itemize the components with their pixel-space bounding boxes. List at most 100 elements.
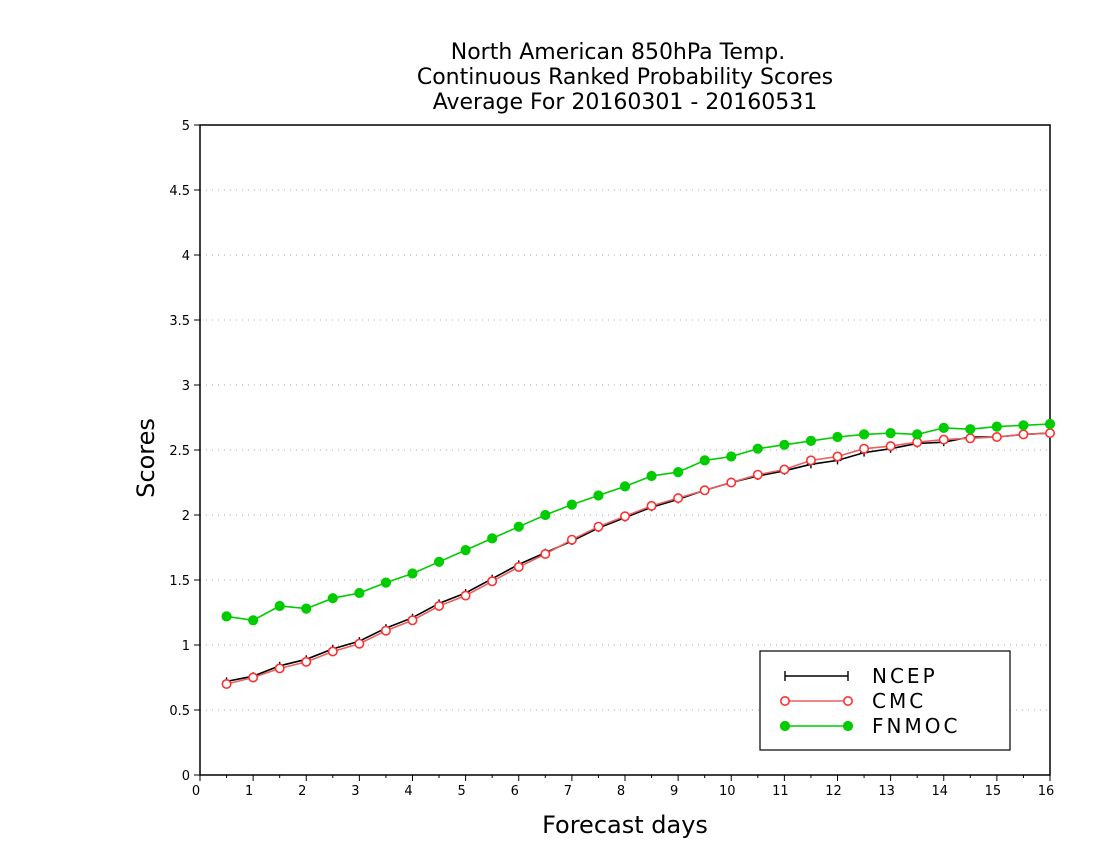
chart-title-line-2: Continuous Ranked Probability Scores <box>417 65 833 90</box>
y-tick-label: 4 <box>182 249 190 264</box>
legend-ncep-label: NCEP <box>872 664 938 688</box>
x-tick-label: 3 <box>351 784 359 799</box>
series-cmc-point-marker <box>407 615 418 626</box>
series-layer <box>221 418 1056 689</box>
series-cmc-point-marker <box>221 678 232 689</box>
series-fnmoc-point-marker <box>619 481 631 492</box>
series-fnmoc-point-marker <box>248 615 259 626</box>
series-cmc-point-marker <box>859 443 870 454</box>
series-fnmoc-point-marker <box>1018 420 1029 431</box>
y-tick-label: 2 <box>182 509 190 524</box>
chart-title: North American 850hPa Temp. Continuous R… <box>417 40 833 115</box>
y-tick-label: 3 <box>182 379 190 394</box>
series-fnmoc-point-marker <box>380 577 392 588</box>
series-fnmoc-point-marker <box>593 490 604 501</box>
y-tick-label: 2.5 <box>169 444 190 459</box>
series-cmc-point-marker <box>991 431 1002 442</box>
series-fnmoc-point-marker <box>805 435 817 446</box>
series-fnmoc-point-marker <box>752 443 763 454</box>
series-cmc-point-marker <box>380 625 391 636</box>
series-cmc-point-marker <box>938 434 949 445</box>
x-axis: 0 1 2 3 4 5 6 7 8 9 10 11 12 13 14 15 16 <box>192 775 1054 799</box>
series-cmc-point-marker <box>513 561 524 572</box>
series-cmc-point-marker <box>301 656 312 667</box>
legend-cmc-label: CMC <box>872 689 926 713</box>
series-cmc-point-marker <box>885 441 896 452</box>
x-tick-label: 12 <box>825 784 842 799</box>
y-tick-label: 3.5 <box>169 314 190 329</box>
series-cmc-line <box>226 432 1051 685</box>
series-cmc-point-marker <box>566 534 577 545</box>
series-fnmoc-point-marker <box>566 499 577 510</box>
series-cmc-point-marker <box>434 600 445 611</box>
series-cmc-point-marker <box>646 500 657 511</box>
y-axis: 0 0.5 1 1.5 2 2.5 3 3.5 4 4.5 5 <box>169 119 200 784</box>
series-fnmoc-point-marker <box>699 455 710 466</box>
series-cmc-point-marker <box>1018 429 1029 440</box>
series-fnmoc-point-marker <box>327 593 338 604</box>
x-axis-title: Forecast days <box>542 811 708 839</box>
series-fnmoc-point-marker <box>991 421 1002 432</box>
series-fnmoc-line <box>226 423 1051 622</box>
series-cmc-point-marker <box>752 469 763 480</box>
y-tick-label: 0.5 <box>169 704 190 719</box>
x-tick-label: 0 <box>192 784 200 799</box>
legend-item-fnmoc: FNMOC <box>779 714 960 738</box>
series-ncep-line <box>226 432 1051 683</box>
series-fnmoc-point-marker <box>354 587 365 599</box>
series-cmc-point-marker <box>487 576 498 587</box>
series-fnmoc-point-marker <box>832 431 843 443</box>
series-cmc-point-marker <box>274 663 285 674</box>
series-fnmoc-point-marker <box>938 422 949 433</box>
x-tick-label: 9 <box>670 784 678 799</box>
legend-fnmoc-label: FNMOC <box>872 714 960 738</box>
y-tick-label: 5 <box>182 119 190 134</box>
series-cmc-point-marker <box>354 638 365 649</box>
series-fnmoc-point-marker <box>407 568 418 579</box>
legend-fnmoc-swatch-marker <box>842 720 854 732</box>
series-fnmoc-point-marker <box>885 428 896 439</box>
series-fnmoc-point-marker <box>487 533 498 544</box>
x-tick-label: 16 <box>1038 784 1055 799</box>
series-cmc-point-marker <box>327 646 338 657</box>
x-tick-label: 7 <box>564 784 572 799</box>
legend-cmc-swatch-marker <box>779 695 790 706</box>
series-cmc-point-marker <box>1045 428 1056 439</box>
legend-cmc-swatch-marker <box>842 695 853 706</box>
series-fnmoc-point-marker <box>673 467 684 478</box>
series-fnmoc-point-marker <box>912 429 923 440</box>
chart-title-line-3: Average For 20160301 - 20160531 <box>433 90 818 115</box>
legend-item-cmc: CMC <box>779 689 926 713</box>
series-fnmoc-point-marker <box>221 611 232 622</box>
series-fnmoc-point-marker <box>726 451 737 462</box>
x-tick-label: 4 <box>404 784 412 799</box>
y-tick-label: 1 <box>182 639 190 654</box>
legend-fnmoc-swatch-marker <box>779 720 791 732</box>
series-cmc-point-marker <box>805 455 816 466</box>
y-axis-title: Scores <box>132 418 160 498</box>
series-cmc <box>221 428 1056 689</box>
x-tick-label: 10 <box>719 784 736 799</box>
series-fnmoc-point-marker <box>433 556 445 567</box>
x-tick-label: 5 <box>457 784 465 799</box>
series-fnmoc-point-marker <box>646 470 657 482</box>
x-tick-label: 13 <box>878 784 895 799</box>
series-cmc-point-marker <box>248 672 259 683</box>
series-fnmoc-point-marker <box>513 521 524 532</box>
chart-title-line-1: North American 850hPa Temp. <box>451 40 786 65</box>
series-fnmoc-point-marker <box>460 545 471 556</box>
series-cmc-point-marker <box>593 521 604 532</box>
series-cmc-point-marker <box>460 590 471 601</box>
y-tick-label: 0 <box>182 769 190 784</box>
series-cmc-point-marker <box>673 493 684 504</box>
series-fnmoc-point-marker <box>274 600 285 612</box>
series-fnmoc-point-marker <box>540 509 551 521</box>
series-cmc-point-marker <box>965 433 976 444</box>
series-cmc-point-marker <box>726 477 737 488</box>
series-cmc-point-marker <box>832 451 843 462</box>
x-tick-label: 14 <box>931 784 948 799</box>
series-cmc-point-marker <box>540 548 551 559</box>
x-tick-label: 8 <box>617 784 625 799</box>
